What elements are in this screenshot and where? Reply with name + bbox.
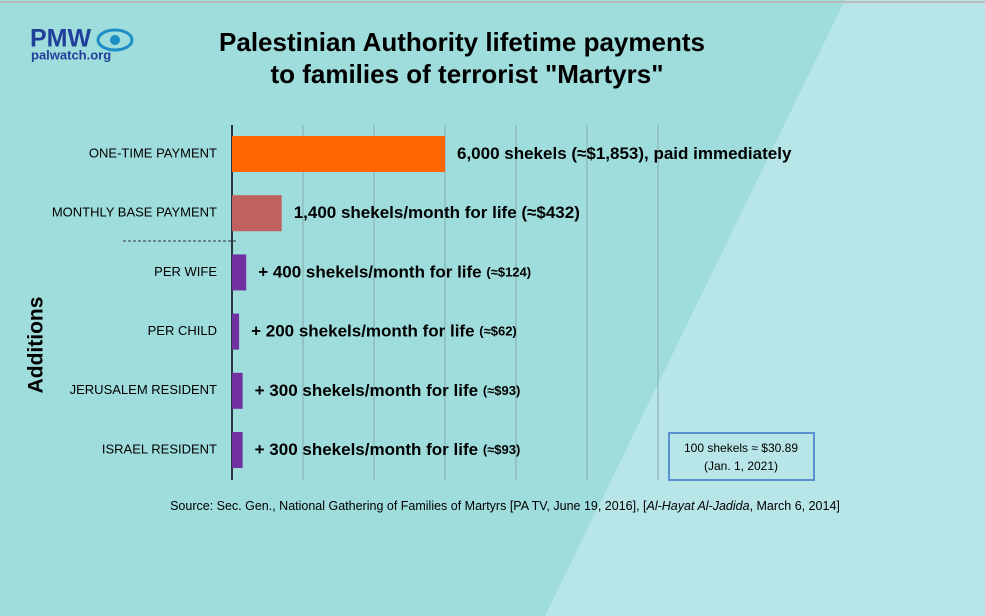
note-box: 100 shekels ≈ $30.89 (Jan. 1, 2021) bbox=[668, 432, 815, 481]
category-label: MONTHLY BASE PAYMENT bbox=[52, 205, 217, 220]
note-text: 100 shekels ≈ $30.89 bbox=[684, 441, 798, 455]
value-label-usd: (≈$93) bbox=[483, 383, 520, 398]
value-label-main: + 200 shekels/month for life bbox=[251, 322, 474, 341]
category-label: ONE-TIME PAYMENT bbox=[89, 145, 217, 160]
value-label: + 200 shekels/month for life (≈$62) bbox=[251, 322, 517, 341]
category-label: JERUSALEM RESIDENT bbox=[70, 382, 217, 397]
logo-site: palwatch.org bbox=[31, 47, 111, 62]
source-text: Source: Sec. Gen., National Gathering of… bbox=[170, 499, 647, 513]
logo-name: PMW bbox=[30, 25, 92, 53]
value-label-main: + 300 shekels/month for life bbox=[255, 381, 478, 400]
category-label: PER CHILD bbox=[148, 323, 217, 338]
value-label-main: + 300 shekels/month for life bbox=[255, 440, 478, 459]
bar bbox=[232, 313, 240, 350]
source-text: , March 6, 2014] bbox=[750, 499, 840, 513]
note-text: (Jan. 1, 2021) bbox=[704, 459, 778, 473]
bar bbox=[232, 195, 282, 232]
note-frame bbox=[668, 432, 815, 481]
value-label-main: + 400 shekels/month for life bbox=[258, 263, 481, 282]
value-label-main: 1,400 shekels/month for life (≈$432) bbox=[294, 204, 580, 223]
value-label: + 300 shekels/month for life (≈$93) bbox=[255, 440, 521, 459]
value-label-usd: (≈$124) bbox=[486, 265, 531, 280]
value-label: + 400 shekels/month for life (≈$124) bbox=[258, 263, 531, 282]
bar bbox=[232, 254, 247, 291]
logo-eye bbox=[96, 28, 134, 52]
logo-pupil bbox=[110, 35, 120, 45]
bar bbox=[232, 136, 445, 172]
value-label-usd: (≈$93) bbox=[483, 442, 520, 457]
category-label: ISRAEL RESIDENT bbox=[102, 441, 217, 456]
y-axis-label: Additions bbox=[25, 297, 48, 394]
background-shape bbox=[545, 0, 985, 616]
value-label: 1,400 shekels/month for life (≈$432) bbox=[294, 204, 580, 223]
value-label: + 300 shekels/month for life (≈$93) bbox=[255, 381, 521, 400]
bar bbox=[232, 432, 243, 468]
bar bbox=[232, 372, 243, 409]
value-label-usd: (≈$62) bbox=[479, 324, 516, 339]
source-text: Al-Hayat Al-Jadida bbox=[646, 499, 750, 513]
value-label-main: 6,000 shekels (≈$1,853), paid immediatel… bbox=[457, 144, 792, 163]
chart-title: to families of terrorist "Martyrs" bbox=[270, 59, 663, 89]
value-label: 6,000 shekels (≈$1,853), paid immediatel… bbox=[457, 144, 792, 163]
source: Source: Sec. Gen., National Gathering of… bbox=[170, 499, 840, 513]
category-label: PER WIFE bbox=[154, 264, 217, 279]
chart-title: Palestinian Authority lifetime payments bbox=[219, 27, 705, 57]
